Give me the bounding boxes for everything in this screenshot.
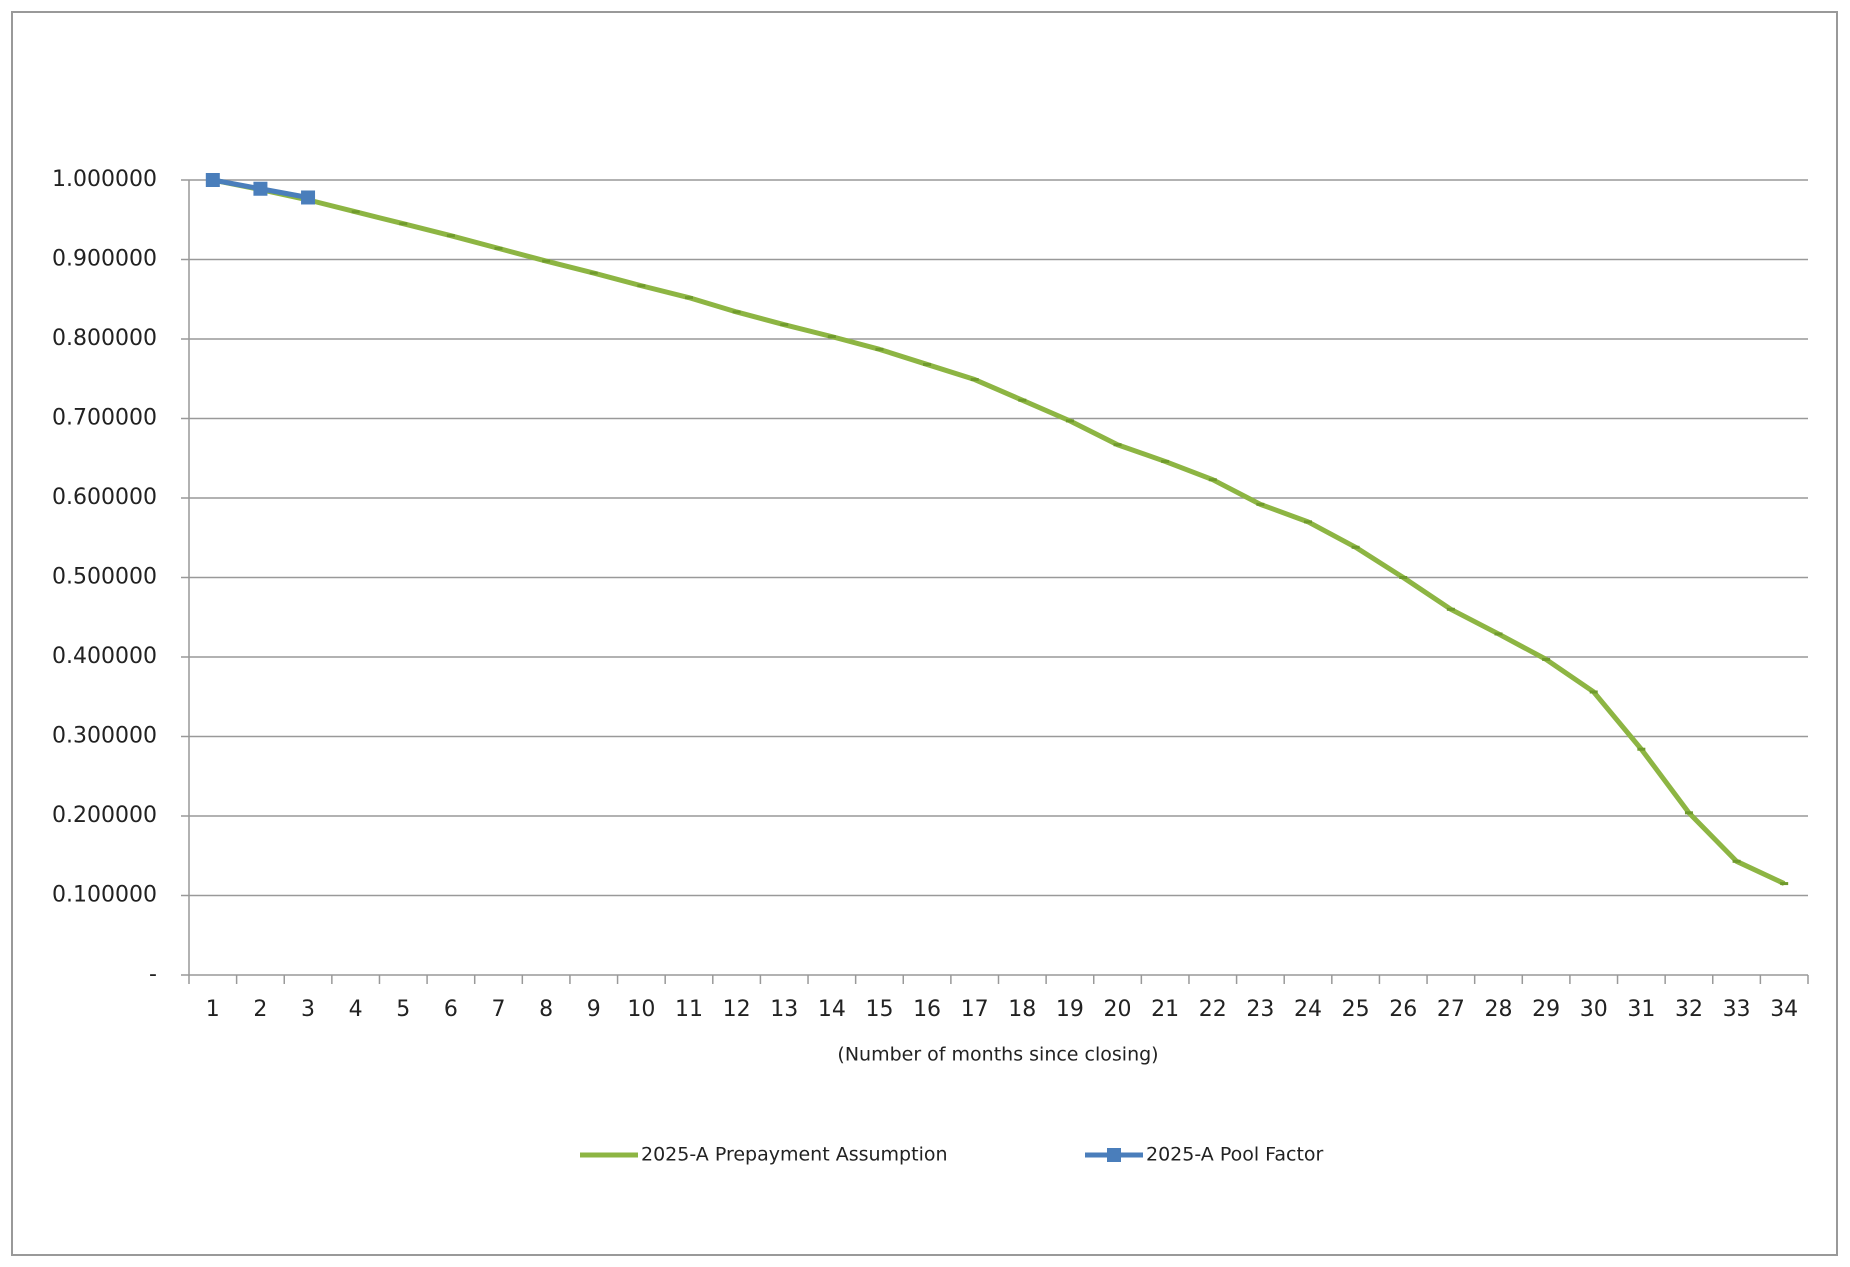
x-tick-label: 16 xyxy=(913,997,941,1022)
x-tick-label: 8 xyxy=(539,997,553,1022)
x-tick-label: 10 xyxy=(627,997,655,1022)
x-tick-label: 1 xyxy=(206,997,220,1022)
series-line xyxy=(212,177,1786,886)
y-tick-label: 0.800000 xyxy=(52,326,157,351)
point-marker xyxy=(205,173,220,187)
y-tick-label: 0.400000 xyxy=(52,644,157,669)
y-tick-label: 0.100000 xyxy=(52,883,157,908)
x-tick-label: 25 xyxy=(1342,997,1370,1022)
x-tick-label: 19 xyxy=(1056,997,1084,1022)
x-tick-label: 28 xyxy=(1484,997,1512,1022)
x-tick-label: 27 xyxy=(1437,997,1465,1022)
x-tick-label: 30 xyxy=(1580,997,1608,1022)
x-tick-label: 33 xyxy=(1723,997,1751,1022)
point-marker xyxy=(253,181,268,196)
x-tick-label: 34 xyxy=(1770,997,1798,1022)
chart-frame xyxy=(11,11,1838,1256)
y-tick-label: 0.900000 xyxy=(52,247,157,272)
x-tick-label: 29 xyxy=(1532,997,1560,1022)
x-tick-label: 15 xyxy=(865,997,893,1022)
x-tick-label: 26 xyxy=(1389,997,1417,1022)
x-tick-label: 3 xyxy=(301,997,315,1022)
y-tick-label: 0.300000 xyxy=(52,724,157,749)
y-tick-label: 0.700000 xyxy=(52,406,157,431)
x-tick-label: 2 xyxy=(253,997,267,1022)
legend-label: 2025-A Pool Factor xyxy=(1146,1144,1324,1166)
x-tick-label: 22 xyxy=(1199,997,1227,1022)
legend-label: 2025-A Prepayment Assumption xyxy=(641,1144,948,1166)
x-tick-label: 12 xyxy=(723,997,751,1022)
legend-marker xyxy=(1107,1148,1121,1162)
x-tick-label: 13 xyxy=(770,997,798,1022)
x-tick-label: 7 xyxy=(492,997,506,1022)
x-tick-label: 17 xyxy=(961,997,989,1022)
x-tick-label: 18 xyxy=(1008,997,1036,1022)
y-tick-label: 0.500000 xyxy=(52,565,157,590)
x-tick-label: 14 xyxy=(818,997,846,1022)
x-tick-label: 23 xyxy=(1246,997,1274,1022)
y-tick-label: 0.600000 xyxy=(52,485,157,510)
x-tick-label: 9 xyxy=(587,997,601,1022)
y-tick-label: 0.200000 xyxy=(52,803,157,828)
x-tick-label: 31 xyxy=(1627,997,1655,1022)
x-tick-label: 21 xyxy=(1151,997,1179,1022)
y-tick-label: 1.000000 xyxy=(52,167,157,192)
x-tick-label: 11 xyxy=(675,997,703,1022)
x-tick-label: 4 xyxy=(349,997,363,1022)
x-tick-label: 32 xyxy=(1675,997,1703,1022)
x-tick-label: 6 xyxy=(444,997,458,1022)
y-tick-label: - xyxy=(149,962,157,987)
x-tick-label: 20 xyxy=(1104,997,1132,1022)
x-tick-label: 5 xyxy=(396,997,410,1022)
x-tick-label: 24 xyxy=(1294,997,1322,1022)
point-marker xyxy=(301,190,316,205)
x-axis-title: (Number of months since closing) xyxy=(837,1044,1158,1066)
